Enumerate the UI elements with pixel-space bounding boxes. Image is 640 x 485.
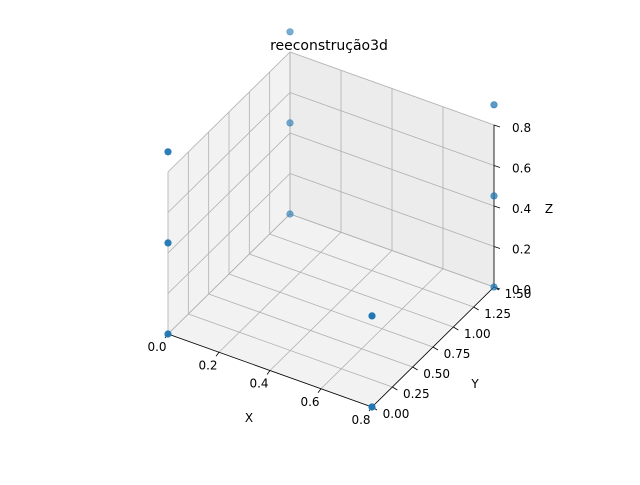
z-tick-label: 0.6 xyxy=(512,162,531,176)
z-tick-label: 0.4 xyxy=(512,202,531,216)
grid-line-z-left xyxy=(167,51,291,173)
z-axis-label: Z xyxy=(545,202,553,216)
grid-line-z-left xyxy=(167,173,291,294)
x-tick-mark xyxy=(317,388,322,393)
z-tick-label: 0.2 xyxy=(512,243,531,257)
scatter-point xyxy=(164,239,172,247)
grid-line-z-back xyxy=(289,51,495,126)
scatter-point xyxy=(164,148,172,156)
scatter-point xyxy=(286,119,294,127)
grid-line-z-back xyxy=(289,173,495,247)
z-tick-mark xyxy=(493,124,501,128)
x-tick-label: 0.6 xyxy=(300,395,319,409)
scatter-point xyxy=(368,312,376,320)
y-tick-mark xyxy=(473,306,479,311)
y-tick-mark xyxy=(453,326,459,331)
y-tick-label: 1.25 xyxy=(484,307,511,321)
x-tick-label: 0.0 xyxy=(147,340,166,354)
y-tick-label: 0.50 xyxy=(423,367,450,381)
grid-line-z-left xyxy=(167,213,291,335)
grid-line-y-floor xyxy=(269,233,474,308)
grid-line-z-left xyxy=(167,92,291,213)
scatter-point xyxy=(286,210,294,218)
x-tick-mark xyxy=(266,370,271,375)
scatter-point xyxy=(490,283,498,291)
z-tick-label: 0.8 xyxy=(512,121,531,135)
scatter-point xyxy=(490,101,498,109)
data-points xyxy=(164,28,498,411)
grid-line-z-back xyxy=(289,213,495,288)
z-tick-label: 0.0 xyxy=(512,283,531,297)
grid-line-z-back xyxy=(289,92,495,166)
grid-line-z-left xyxy=(167,132,291,254)
y-tick-mark xyxy=(392,386,398,391)
x-tick-mark xyxy=(215,352,220,357)
grid-line-z-back xyxy=(289,132,495,207)
z-tick-mark xyxy=(493,165,501,168)
scatter-point xyxy=(490,192,498,200)
y-tick-mark xyxy=(432,346,439,351)
grid-line-y-floor xyxy=(249,253,454,328)
y-tick-label: 0.00 xyxy=(383,407,410,421)
grid-line-y-floor xyxy=(188,313,393,388)
scatter-point xyxy=(286,28,294,36)
y-axis-label: Y xyxy=(470,377,479,391)
chart-title: reeconstrução3d xyxy=(270,38,388,54)
scatter-point xyxy=(164,330,172,338)
x-tick-label: 0.8 xyxy=(351,413,370,427)
y-tick-label: 1.00 xyxy=(464,327,491,341)
z-tick-mark xyxy=(493,205,501,209)
x-tick-label: 0.4 xyxy=(249,377,268,391)
y-tick-label: 1.50 xyxy=(505,287,532,301)
y-tick-label: 0.75 xyxy=(444,347,471,361)
z-tick-mark xyxy=(493,246,501,249)
y-tick-label: 0.25 xyxy=(403,387,430,401)
x-tick-label: 0.2 xyxy=(198,358,217,372)
grid-line-y-floor xyxy=(208,293,413,368)
tick-labels: 0.0 0.2 0.4 0.6 0.8 0.00 0.25 0.50 0.75 1.00 1.25 1… xyxy=(147,121,531,427)
scatter-point xyxy=(368,403,376,411)
x-axis-label: X xyxy=(245,411,253,425)
grid-line-y-floor xyxy=(228,273,434,348)
y-tick-mark xyxy=(412,366,418,371)
